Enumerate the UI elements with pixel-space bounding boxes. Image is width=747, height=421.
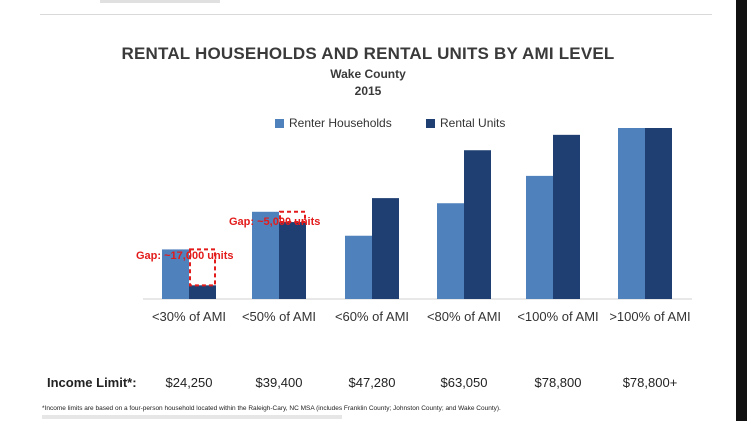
bar-rental-units xyxy=(279,222,306,299)
chart-year: 2015 xyxy=(354,84,382,98)
bar-renter-households xyxy=(345,235,372,299)
legend-label-renter-households: Renter Households xyxy=(289,116,392,130)
income-limit-value: $78,800+ xyxy=(622,375,678,390)
bar-renter-households xyxy=(526,175,553,299)
chart-subtitle: Wake County xyxy=(330,67,406,81)
bar-renter-households xyxy=(252,211,279,299)
legend-item-renter-households: Renter Households xyxy=(275,116,392,130)
legend-swatch-rental-units xyxy=(426,118,435,128)
cropped-header-fragment xyxy=(100,0,220,3)
income-limit-value: $24,250 xyxy=(165,375,213,390)
legend-label-rental-units: Rental Units xyxy=(440,116,506,130)
bar-rental-units xyxy=(553,134,580,299)
gap-indicator xyxy=(189,248,216,287)
cropped-source-line xyxy=(42,415,342,419)
bar-renter-households xyxy=(618,128,645,299)
top-divider xyxy=(40,14,712,15)
gap-indicator xyxy=(279,210,306,224)
legend-item-rental-units: Rental Units xyxy=(426,116,505,130)
category-label: <30% of AMI xyxy=(151,309,227,324)
gap-annotation: Gap: ~17,000 units xyxy=(136,250,234,262)
window-edge xyxy=(736,0,747,421)
bar-renter-households xyxy=(162,249,189,299)
gap-annotation: Gap: ~5,000 units xyxy=(229,216,320,228)
bar-rental-units xyxy=(645,128,672,299)
income-limit-value: $63,050 xyxy=(440,375,488,390)
footnote: *Income limits are based on a four-perso… xyxy=(42,405,501,412)
category-label: <100% of AMI xyxy=(517,309,599,324)
bar-rental-units xyxy=(189,285,216,299)
bar-rental-units xyxy=(372,198,399,299)
income-limit-label: Income Limit*: xyxy=(47,375,137,390)
income-limit-value: $78,800 xyxy=(534,375,582,390)
category-label: <80% of AMI xyxy=(426,309,502,324)
category-label: >100% of AMI xyxy=(609,309,691,324)
income-limit-value: $39,400 xyxy=(255,375,303,390)
legend-swatch-renter-households xyxy=(275,118,284,128)
income-limit-value: $47,280 xyxy=(348,375,396,390)
bar-renter-households xyxy=(437,203,464,299)
bar-rental-units xyxy=(464,150,491,299)
category-label: <50% of AMI xyxy=(241,309,317,324)
category-label: <60% of AMI xyxy=(334,309,410,324)
chart-title: RENTAL HOUSEHOLDS AND RENTAL UNITS BY AM… xyxy=(121,44,615,63)
